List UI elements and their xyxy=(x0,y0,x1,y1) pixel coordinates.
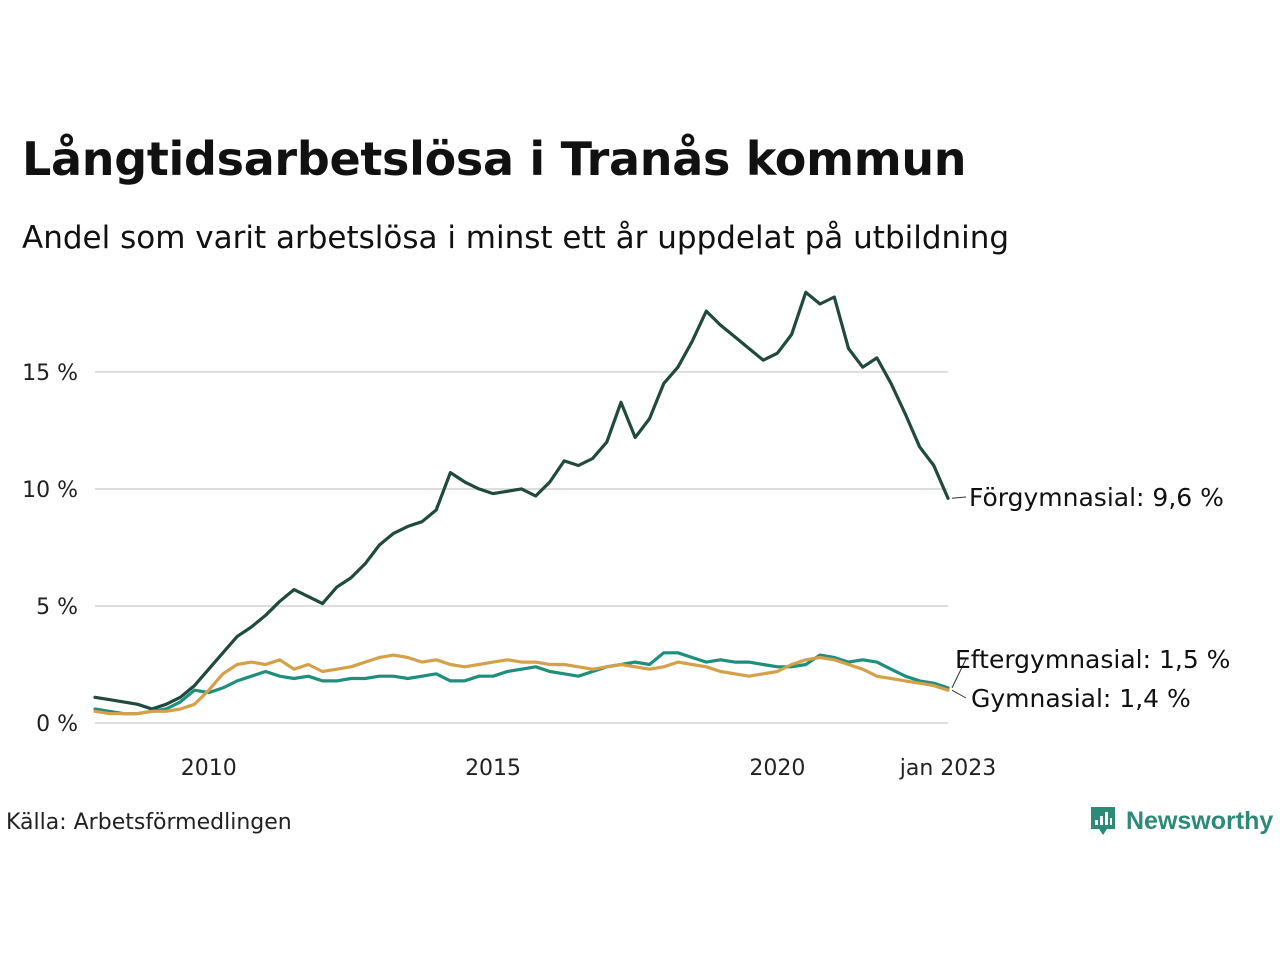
y-tick-label: 15 % xyxy=(22,361,78,386)
series-line-förgymnasial xyxy=(93,290,950,711)
y-tick-label: 10 % xyxy=(22,478,78,503)
x-tick-label: 2020 xyxy=(749,756,805,781)
y-tick-label: 0 % xyxy=(36,712,78,737)
newsworthy-logo-icon xyxy=(1091,807,1115,835)
end-label-leader xyxy=(951,658,967,689)
axis-ticks: 0 % 5 % 10 % 15 % 2010 2015 2020 jan 2023 xyxy=(22,361,996,781)
end-label-leader xyxy=(951,689,967,699)
end-label-leader xyxy=(951,496,967,499)
end-labels: Förgymnasial: 9,6 % Eftergymnasial: 1,5 %… xyxy=(951,483,1230,713)
series-lines xyxy=(93,290,950,716)
x-tick-label: 2010 xyxy=(181,756,237,781)
brand-name: Newsworthy xyxy=(1126,806,1274,835)
source-note: Källa: Arbetsförmedlingen xyxy=(6,810,292,835)
y-tick-label: 5 % xyxy=(36,595,78,620)
end-label-eftergymnasial: Eftergymnasial: 1,5 % xyxy=(955,645,1230,674)
chart-subtitle: Andel som varit arbetslösa i minst ett å… xyxy=(22,220,1010,256)
x-tick-label: 2015 xyxy=(465,756,521,781)
end-label-förgymnasial: Förgymnasial: 9,6 % xyxy=(969,483,1224,512)
chart-title: Långtidsarbetslösa i Tranås kommun xyxy=(22,132,967,186)
brand-logo: Newsworthy xyxy=(1088,804,1273,838)
end-label-gymnasial: Gymnasial: 1,4 % xyxy=(971,684,1191,713)
x-tick-label: jan 2023 xyxy=(899,756,997,781)
series-line-eftergymnasial xyxy=(93,651,950,716)
series-line-gymnasial xyxy=(93,653,950,716)
